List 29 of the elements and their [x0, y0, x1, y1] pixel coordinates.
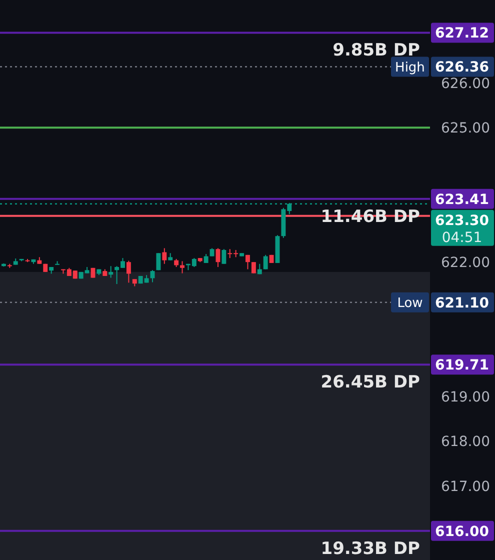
text: 623.30 — [434, 212, 490, 229]
text: 623.41 — [434, 192, 490, 208]
text: 627.12 — [434, 26, 490, 42]
ref-line-label: 19.33B DP — [320, 538, 420, 559]
ref-line-label: 9.85B DP — [332, 40, 420, 61]
text: 619.71 — [434, 358, 490, 374]
ref-line-label: 26.45B DP — [320, 372, 420, 393]
ref-line-label: Low — [397, 296, 424, 311]
y-tick-label: 625.00 — [441, 120, 490, 137]
ref-line-label: High — [395, 60, 425, 76]
candlestick — [251, 262, 256, 274]
candlestick — [222, 248, 226, 264]
candlestick — [156, 252, 161, 271]
text: 621.10 — [434, 295, 490, 312]
text: 04:51 — [442, 230, 482, 246]
candlestick — [180, 260, 184, 274]
candlestick — [108, 266, 114, 278]
y-tick-label: 617.00 — [441, 478, 490, 495]
candlestick — [216, 248, 220, 268]
candlestick — [263, 254, 268, 270]
candlestick — [246, 254, 250, 270]
y-tick-label: 626.00 — [441, 76, 490, 92]
text: 616.00 — [434, 524, 490, 540]
candlestick — [162, 248, 167, 264]
text: 626.36 — [434, 60, 490, 76]
y-tick-label: 622.00 — [441, 254, 490, 271]
y-tick-label: 619.00 — [441, 389, 490, 406]
y-tick-label: 618.00 — [441, 434, 490, 450]
candlestick — [126, 260, 131, 284]
